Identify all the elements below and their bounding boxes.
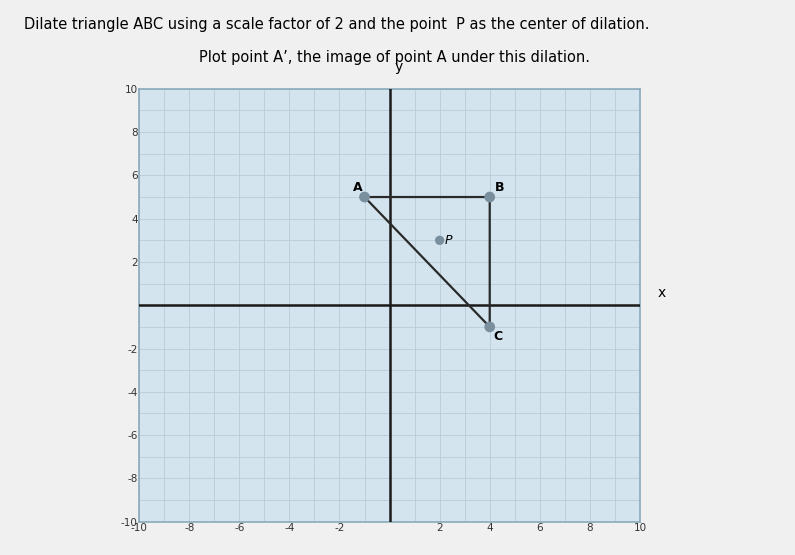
Text: A: A <box>353 180 363 194</box>
Text: y: y <box>394 59 403 74</box>
Text: B: B <box>494 180 504 194</box>
Text: Dilate triangle ABC using a scale factor of 2 and the point  P as the center of : Dilate triangle ABC using a scale factor… <box>24 17 650 32</box>
Text: P: P <box>444 234 452 246</box>
Text: C: C <box>494 330 502 343</box>
Point <box>358 193 370 201</box>
Point <box>483 193 496 201</box>
Point <box>483 322 496 331</box>
Text: Plot point A’, the image of point A under this dilation.: Plot point A’, the image of point A unde… <box>199 50 590 65</box>
Point <box>433 236 446 245</box>
Text: x: x <box>657 286 665 300</box>
